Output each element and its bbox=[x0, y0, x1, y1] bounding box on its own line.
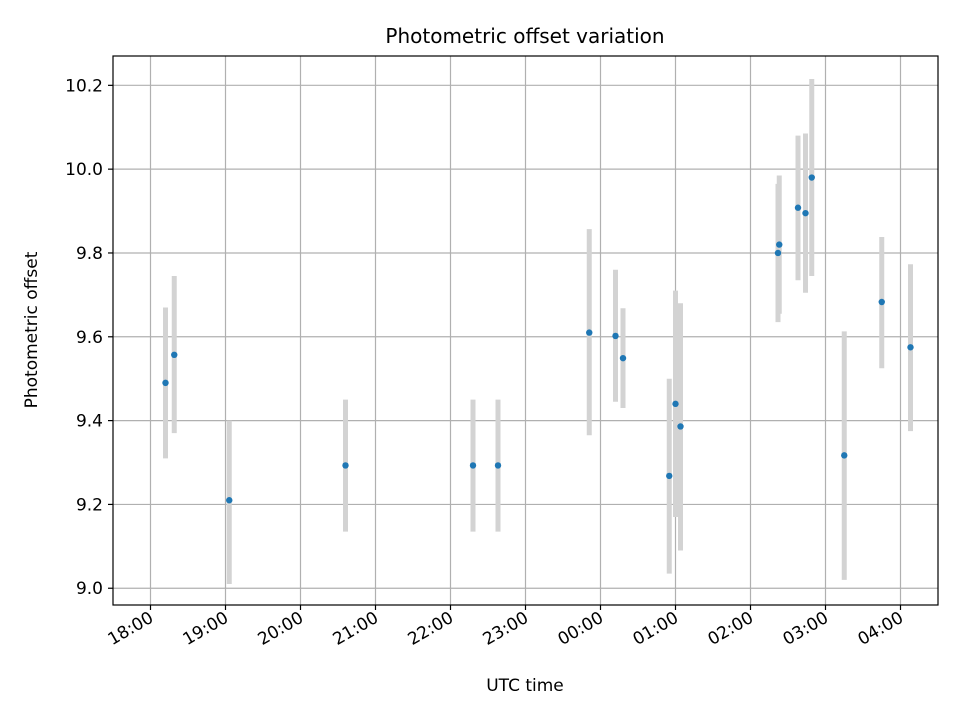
y-axis-label: Photometric offset bbox=[22, 251, 42, 408]
data-point bbox=[586, 329, 593, 336]
y-tick-label: 9.2 bbox=[76, 495, 103, 515]
data-point bbox=[666, 472, 673, 480]
y-tick-label: 9.8 bbox=[76, 244, 103, 264]
data-point bbox=[612, 332, 619, 340]
data-point bbox=[226, 497, 233, 504]
y-tick-label: 9.4 bbox=[76, 412, 103, 432]
y-tick-label: 9.6 bbox=[76, 328, 103, 348]
data-point bbox=[469, 462, 477, 469]
data-point bbox=[672, 400, 679, 408]
chart-title: Photometric offset variation bbox=[385, 24, 664, 48]
y-tick-label: 10.2 bbox=[65, 76, 103, 96]
data-point bbox=[907, 344, 914, 351]
y-axis: 9.0 9.2 9.4 9.6 9.8 10.0 10.2 bbox=[65, 76, 113, 599]
data-point bbox=[774, 249, 782, 257]
y-tick-label: 10.0 bbox=[65, 160, 103, 180]
data-point bbox=[171, 351, 178, 359]
data-point bbox=[878, 298, 885, 306]
data-point bbox=[619, 354, 627, 362]
data-point bbox=[841, 452, 848, 459]
data-point bbox=[494, 462, 502, 469]
data-point bbox=[794, 204, 802, 211]
data-points bbox=[162, 174, 914, 504]
data-point bbox=[677, 423, 684, 430]
y-tick-label: 9.0 bbox=[76, 579, 103, 599]
data-point bbox=[162, 379, 169, 387]
data-point bbox=[776, 241, 783, 248]
x-axis-label: UTC time bbox=[486, 676, 564, 696]
data-point bbox=[808, 174, 815, 181]
data-point bbox=[342, 462, 349, 469]
grid bbox=[113, 56, 938, 605]
data-point bbox=[802, 209, 809, 217]
